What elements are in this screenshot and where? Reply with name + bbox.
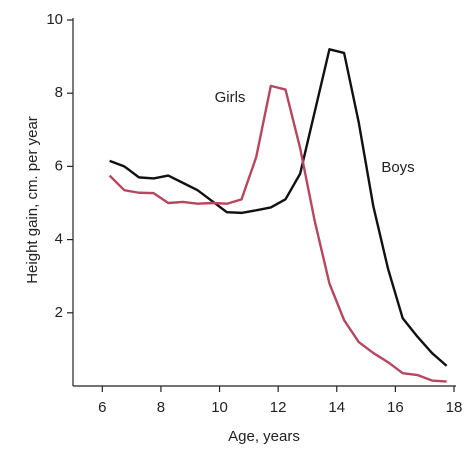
- y-tick-label: 8: [55, 84, 63, 101]
- x-tick-label: 10: [211, 399, 228, 416]
- y-tick-label: 10: [46, 11, 63, 28]
- series-label: Girls: [215, 89, 246, 106]
- x-tick-label: 14: [328, 399, 345, 416]
- x-tick-label: 6: [98, 399, 106, 416]
- y-axis-label: Height gain, cm. per year: [24, 116, 41, 284]
- y-tick-label: 4: [55, 231, 63, 248]
- y-tick-label: 2: [55, 304, 63, 321]
- x-tick-label: 18: [446, 399, 463, 416]
- x-tick-label: 8: [157, 399, 165, 416]
- series-line: [109, 48, 448, 367]
- y-tick-label: 6: [55, 157, 63, 174]
- x-axis-label: Age, years: [228, 428, 300, 445]
- x-tick-label: 12: [270, 399, 287, 416]
- series-line: [108, 84, 447, 383]
- x-tick-label: 16: [387, 399, 404, 416]
- series-label: Boys: [381, 159, 414, 176]
